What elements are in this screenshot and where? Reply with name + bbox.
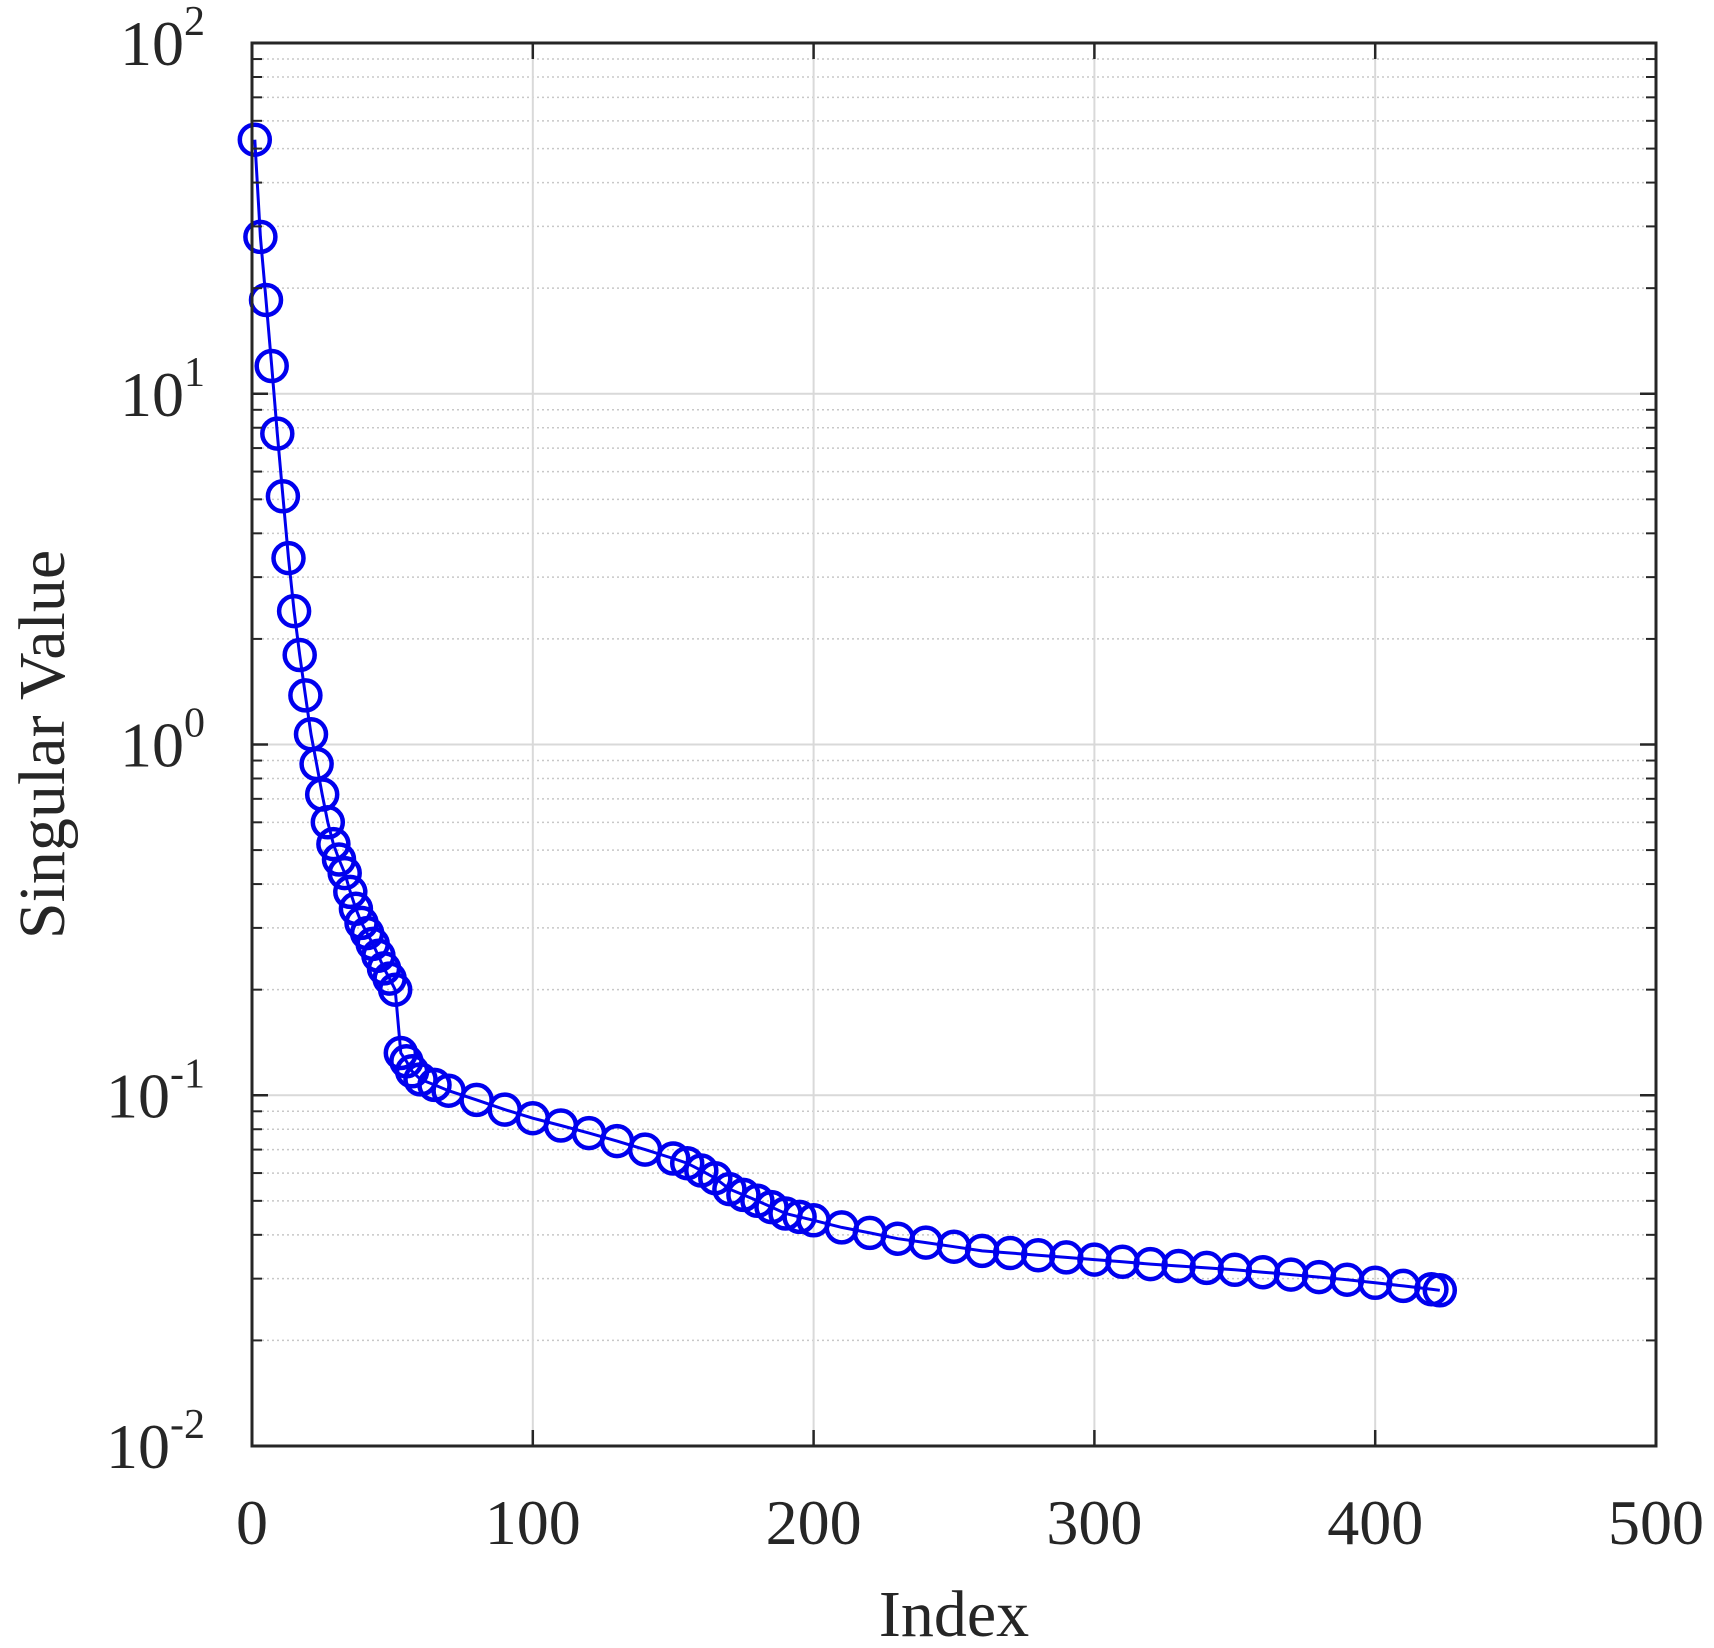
data-point	[1422, 1273, 1458, 1308]
data-point	[655, 1141, 691, 1176]
data-point	[276, 593, 312, 629]
x-tick-label: 300	[1046, 1487, 1142, 1558]
data-point	[377, 972, 413, 1007]
data-point	[271, 540, 306, 576]
y-axis-label: Singular Value	[6, 550, 79, 939]
tick-labels: 10-2 10-1 100 101 102 0 100 200 300 400 500	[106, 0, 1704, 1558]
tick-marks	[250, 41, 1658, 1448]
data-point	[260, 416, 295, 451]
y-tick-label: 10-1	[106, 1051, 205, 1131]
y-tick-label: 10-2	[106, 1402, 205, 1482]
series-line	[253, 139, 1440, 1292]
data-point	[243, 219, 278, 255]
data-point	[327, 855, 362, 891]
data-point	[282, 637, 317, 673]
x-tick-label: 200	[766, 1487, 862, 1558]
x-tick-label: 500	[1608, 1487, 1704, 1558]
y-tick-label: 101	[120, 350, 205, 430]
x-tick-label: 0	[236, 1487, 268, 1558]
x-tick-label: 400	[1327, 1487, 1423, 1558]
x-tick-label: 100	[485, 1487, 581, 1558]
data-point	[288, 678, 323, 713]
minor-grid	[252, 58, 1656, 1342]
data-point	[237, 122, 273, 157]
data-point	[265, 479, 301, 514]
data-point	[782, 1199, 817, 1235]
x-axis-label: Index	[879, 1578, 1029, 1648]
y-tick-label: 100	[120, 701, 205, 781]
data-point	[310, 805, 346, 840]
y-tick-label: 102	[120, 0, 205, 79]
series-layer	[237, 122, 1458, 1308]
data-point	[316, 826, 351, 862]
data-point	[254, 348, 289, 384]
data-point	[383, 1035, 419, 1071]
data-point	[333, 874, 368, 910]
